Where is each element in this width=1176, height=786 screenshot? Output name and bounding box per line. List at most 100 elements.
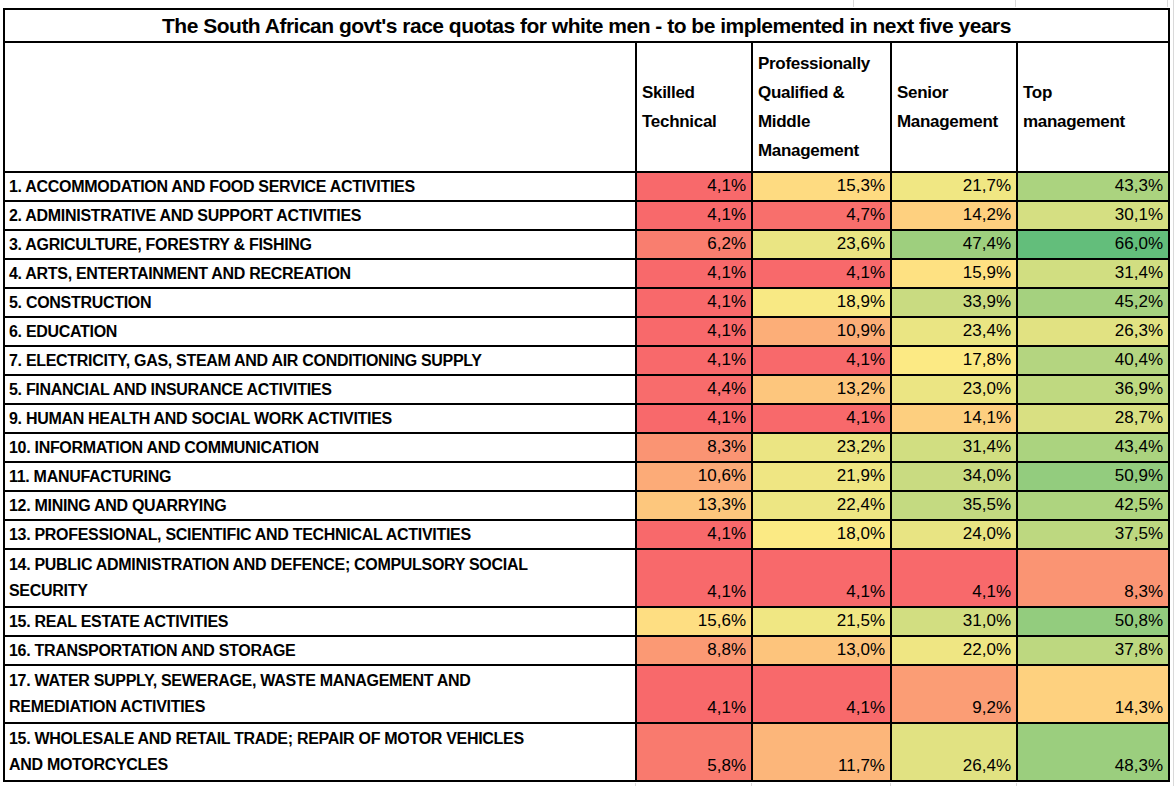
value-cell: 50,9%	[1017, 462, 1169, 491]
value-cell: 4,1%	[891, 549, 1017, 607]
sheet-gridline	[853, 0, 854, 7]
value-cell: 66,0%	[1017, 230, 1169, 259]
sheet-gridline	[1173, 0, 1174, 786]
value-cell: 47,4%	[891, 230, 1017, 259]
value-cell: 4,1%	[752, 346, 891, 375]
value-cell: 4,1%	[752, 549, 891, 607]
value-cell: 13,2%	[752, 375, 891, 404]
value-cell: 40,4%	[1017, 346, 1169, 375]
title-row: The South African govt's race quotas for…	[4, 9, 1169, 42]
value-cell: 10,9%	[752, 317, 891, 346]
column-header-3: Senior Management	[891, 42, 1017, 172]
value-cell: 24,0%	[891, 520, 1017, 549]
value-cell: 42,5%	[1017, 491, 1169, 520]
column-header-2: Professionally Qualified & Middle Manage…	[752, 42, 891, 172]
value-cell: 14,3%	[1017, 665, 1169, 723]
corner-cell	[4, 42, 636, 172]
row-label: 9. HUMAN HEALTH AND SOCIAL WORK ACTIVITI…	[4, 404, 636, 433]
value-cell: 8,3%	[1017, 549, 1169, 607]
value-cell: 4,1%	[752, 665, 891, 723]
table-row-1: 1. ACCOMMODATION AND FOOD SERVICE ACTIVI…	[4, 172, 1169, 201]
value-cell: 4,1%	[636, 288, 752, 317]
value-cell: 4,1%	[636, 404, 752, 433]
value-cell: 31,4%	[891, 433, 1017, 462]
value-cell: 48,3%	[1017, 723, 1169, 781]
table-row-13: 13. PROFESSIONAL, SCIENTIFIC AND TECHNIC…	[4, 520, 1169, 549]
value-cell: 18,9%	[752, 288, 891, 317]
row-label: 17. WATER SUPPLY, SEWERAGE, WASTE MANAGE…	[4, 665, 636, 723]
sheet-gridline	[1015, 0, 1016, 7]
value-cell: 26,4%	[891, 723, 1017, 781]
value-cell: 21,7%	[891, 172, 1017, 201]
value-cell: 4,1%	[636, 520, 752, 549]
value-cell: 23,2%	[752, 433, 891, 462]
value-cell: 13,3%	[636, 491, 752, 520]
table-row-10: 10. INFORMATION AND COMMUNICATION8,3%23,…	[4, 433, 1169, 462]
value-cell: 21,9%	[752, 462, 891, 491]
value-cell: 6,2%	[636, 230, 752, 259]
value-cell: 14,2%	[891, 201, 1017, 230]
value-cell: 5,8%	[636, 723, 752, 781]
value-cell: 15,9%	[891, 259, 1017, 288]
value-cell: 9,2%	[891, 665, 1017, 723]
value-cell: 4,1%	[636, 346, 752, 375]
row-label: 7. ELECTRICITY, GAS, STEAM AND AIR CONDI…	[4, 346, 636, 375]
table-row-17: 17. WATER SUPPLY, SEWERAGE, WASTE MANAGE…	[4, 665, 1169, 723]
value-cell: 22,0%	[891, 636, 1017, 665]
spreadsheet-screen: The South African govt's race quotas for…	[0, 0, 1176, 786]
value-cell: 43,4%	[1017, 433, 1169, 462]
table-row-9: 9. HUMAN HEALTH AND SOCIAL WORK ACTIVITI…	[4, 404, 1169, 433]
sheet-gridline	[1167, 0, 1168, 7]
value-cell: 8,3%	[636, 433, 752, 462]
value-cell: 13,0%	[752, 636, 891, 665]
row-label: 4. ARTS, ENTERTAINMENT AND RECREATION	[4, 259, 636, 288]
value-cell: 31,0%	[891, 607, 1017, 636]
row-label: 14. PUBLIC ADMINISTRATION AND DEFENCE; C…	[4, 549, 636, 607]
value-cell: 4,1%	[636, 665, 752, 723]
value-cell: 30,1%	[1017, 201, 1169, 230]
value-cell: 18,0%	[752, 520, 891, 549]
table-row-14: 14. PUBLIC ADMINISTRATION AND DEFENCE; C…	[4, 549, 1169, 607]
value-cell: 4,1%	[636, 259, 752, 288]
value-cell: 4,7%	[752, 201, 891, 230]
value-cell: 50,8%	[1017, 607, 1169, 636]
value-cell: 23,0%	[891, 375, 1017, 404]
row-label: 6. EDUCATION	[4, 317, 636, 346]
value-cell: 4,1%	[636, 317, 752, 346]
value-cell: 37,8%	[1017, 636, 1169, 665]
value-cell: 4,1%	[636, 201, 752, 230]
value-cell: 22,4%	[752, 491, 891, 520]
table-row-12: 12. MINING AND QUARRYING13,3%22,4%35,5%4…	[4, 491, 1169, 520]
table-row-8: 5. FINANCIAL AND INSURANCE ACTIVITIES4,4…	[4, 375, 1169, 404]
table-row-2: 2. ADMINISTRATIVE AND SUPPORT ACTIVITIES…	[4, 201, 1169, 230]
table-row-16: 16. TRANSPORTATION AND STORAGE8,8%13,0%2…	[4, 636, 1169, 665]
value-cell: 26,3%	[1017, 317, 1169, 346]
value-cell: 45,2%	[1017, 288, 1169, 317]
table-row-3: 3. AGRICULTURE, FORESTRY & FISHING6,2%23…	[4, 230, 1169, 259]
value-cell: 43,3%	[1017, 172, 1169, 201]
quota-table: The South African govt's race quotas for…	[3, 8, 1170, 782]
table-row-15: 15. REAL ESTATE ACTIVITIES15,6%21,5%31,0…	[4, 607, 1169, 636]
value-cell: 14,1%	[891, 404, 1017, 433]
row-label: 15. REAL ESTATE ACTIVITIES	[4, 607, 636, 636]
table-row-6: 6. EDUCATION4,1%10,9%23,4%26,3%	[4, 317, 1169, 346]
value-cell: 4,4%	[636, 375, 752, 404]
row-label: 13. PROFESSIONAL, SCIENTIFIC AND TECHNIC…	[4, 520, 636, 549]
row-label: 5. FINANCIAL AND INSURANCE ACTIVITIES	[4, 375, 636, 404]
row-label: 10. INFORMATION AND COMMUNICATION	[4, 433, 636, 462]
value-cell: 23,4%	[891, 317, 1017, 346]
row-label: 12. MINING AND QUARRYING	[4, 491, 636, 520]
column-header-4: Top management	[1017, 42, 1169, 172]
row-label: 15. WHOLESALE AND RETAIL TRADE; REPAIR O…	[4, 723, 636, 781]
value-cell: 15,3%	[752, 172, 891, 201]
table-title: The South African govt's race quotas for…	[4, 9, 1169, 42]
value-cell: 34,0%	[891, 462, 1017, 491]
value-cell: 23,6%	[752, 230, 891, 259]
row-label: 2. ADMINISTRATIVE AND SUPPORT ACTIVITIES	[4, 201, 636, 230]
table-row-18: 15. WHOLESALE AND RETAIL TRADE; REPAIR O…	[4, 723, 1169, 781]
value-cell: 36,9%	[1017, 375, 1169, 404]
value-cell: 28,7%	[1017, 404, 1169, 433]
row-label: 1. ACCOMMODATION AND FOOD SERVICE ACTIVI…	[4, 172, 636, 201]
table-row-11: 11. MANUFACTURING10,6%21,9%34,0%50,9%	[4, 462, 1169, 491]
column-header-1: Skilled Technical	[636, 42, 752, 172]
